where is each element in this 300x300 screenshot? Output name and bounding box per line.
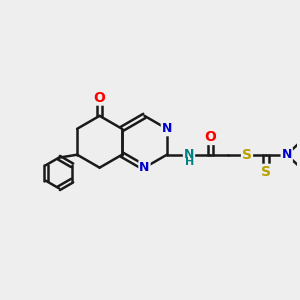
Text: O: O bbox=[204, 130, 216, 144]
Text: S: S bbox=[242, 148, 252, 162]
Text: N: N bbox=[282, 148, 292, 161]
Text: H: H bbox=[185, 158, 194, 167]
Text: N: N bbox=[162, 122, 172, 135]
Text: O: O bbox=[94, 91, 106, 105]
Text: N: N bbox=[184, 148, 194, 161]
Text: S: S bbox=[261, 165, 271, 179]
Text: N: N bbox=[139, 161, 150, 174]
